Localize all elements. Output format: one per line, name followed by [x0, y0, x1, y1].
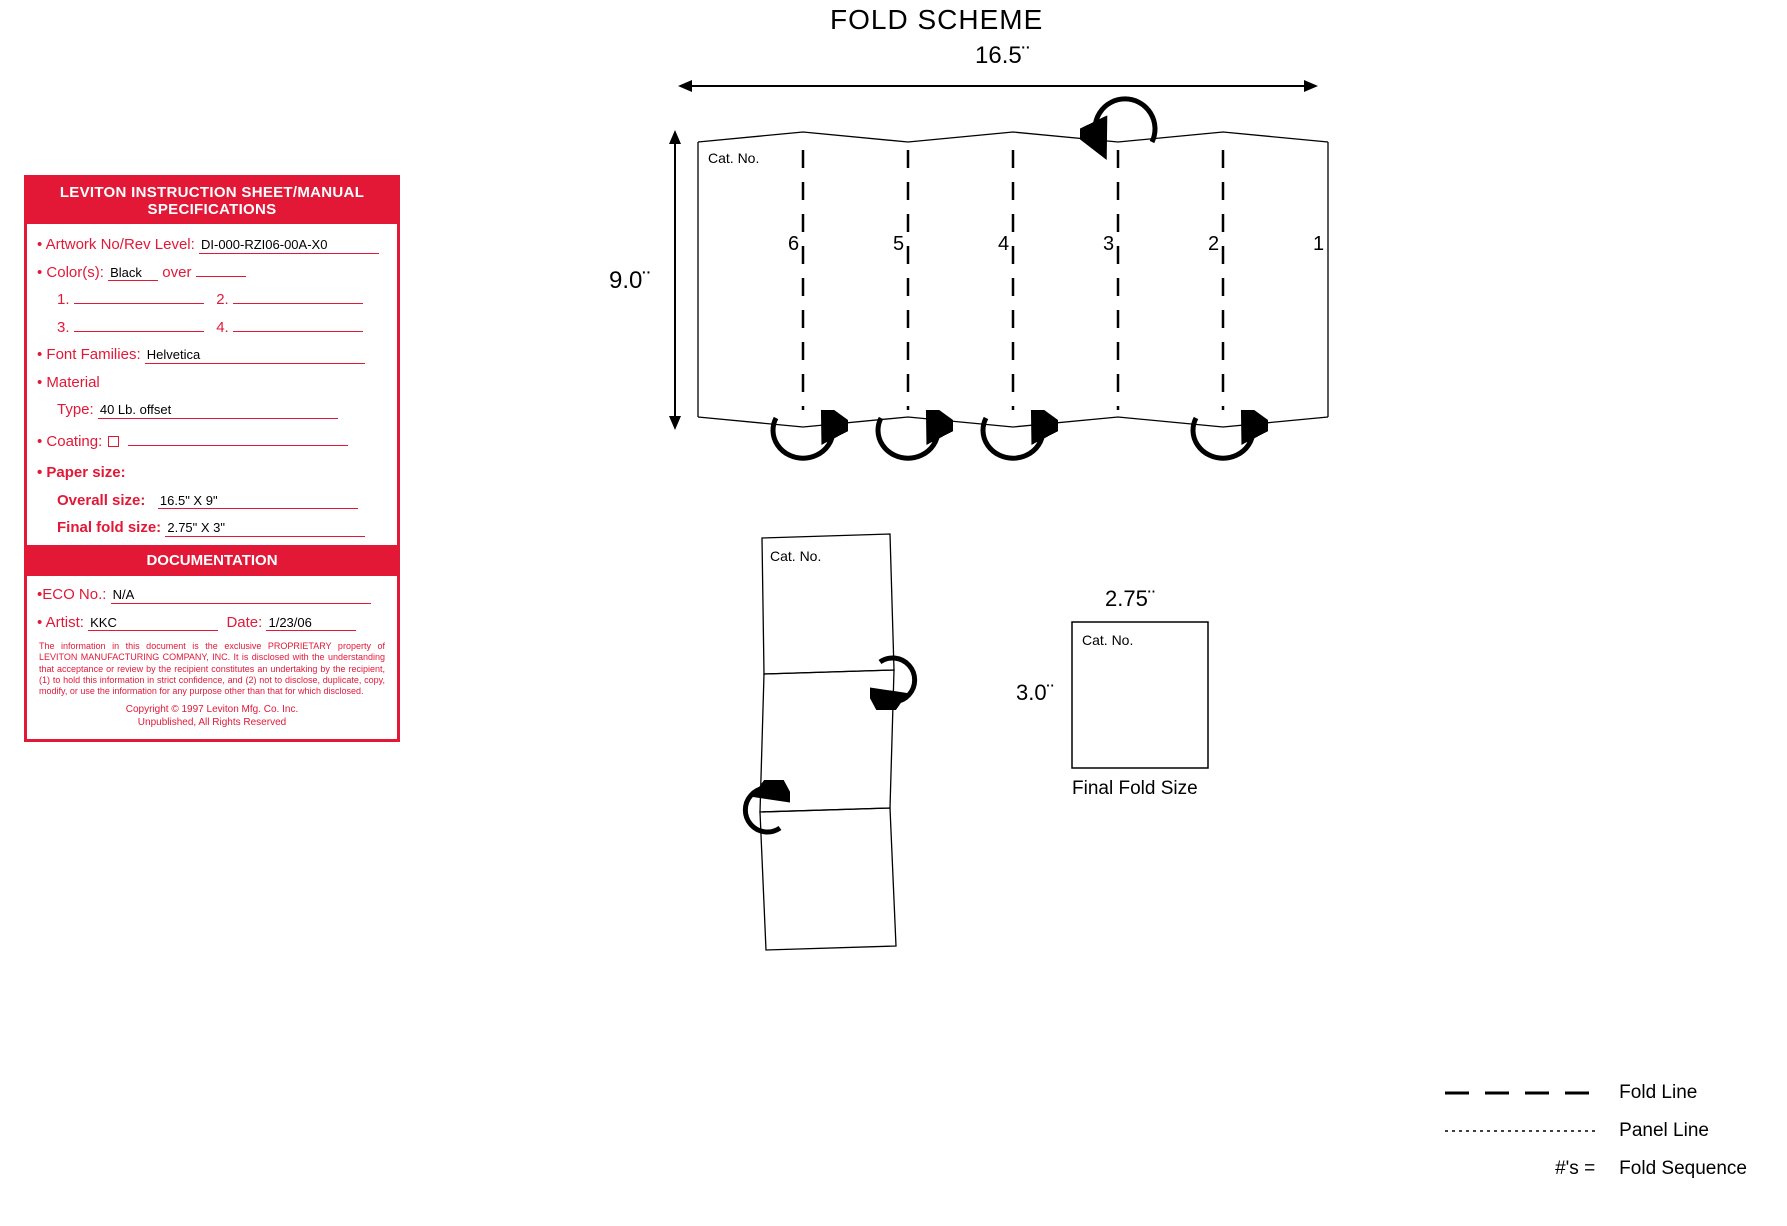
eco-label: •ECO No.:: [37, 586, 106, 603]
panel-4: 4: [998, 233, 1009, 256]
coating-value: [128, 445, 348, 446]
panel-line-swatch: [1445, 1126, 1595, 1136]
artwork-label: • Artwork No/Rev Level:: [37, 236, 195, 253]
color-label: • Color(s):: [37, 264, 104, 281]
color-row: • Color(s): Black over: [37, 260, 387, 286]
legend: Fold Line Panel Line #'s = Fold Sequence: [1445, 1082, 1747, 1196]
over-value: [196, 276, 246, 277]
height-arrow: [665, 130, 685, 430]
c4: [233, 331, 363, 332]
dim-height: 9.0¨: [609, 267, 650, 295]
overall-row: Overall size: 16.5" X 9": [57, 488, 387, 514]
panel-1: 1: [1313, 233, 1324, 256]
fine-print: The information in this document is the …: [37, 637, 387, 699]
eco-value: N/A: [111, 587, 371, 604]
over-label: over: [162, 264, 191, 281]
artist-value: KKC: [88, 615, 218, 632]
artwork-row: • Artwork No/Rev Level: DI-000-RZI06-00A…: [37, 232, 387, 258]
curl-b4: [1178, 410, 1268, 470]
artist-label: • Artist:: [37, 614, 84, 631]
catno-intermediate: Cat. No.: [770, 548, 821, 564]
colors-grid-2: 3. 4.: [57, 315, 387, 341]
catno-main: Cat. No.: [708, 150, 759, 166]
material-label: • Material: [37, 374, 100, 391]
legend-seq-text: Fold Sequence: [1619, 1158, 1747, 1180]
copyright: Copyright © 1997 Leviton Mfg. Co. Inc. U…: [37, 699, 387, 735]
curl-mid-l: [730, 780, 790, 840]
curl-top: [1080, 92, 1170, 162]
overall-label: Overall size:: [57, 492, 145, 509]
curl-mid-r: [870, 650, 930, 710]
final-fold-label: Final Fold Size: [1072, 778, 1198, 800]
c2: [233, 303, 363, 304]
n3: 3.: [57, 319, 70, 336]
panel-6: 6: [788, 233, 799, 256]
doc-header: DOCUMENTATION: [27, 545, 397, 577]
copyright-1: Copyright © 1997 Leviton Mfg. Co. Inc.: [126, 704, 298, 715]
color-value: Black: [108, 265, 158, 282]
spec-body: • Artwork No/Rev Level: DI-000-RZI06-00A…: [27, 224, 397, 739]
legend-panel-text: Panel Line: [1619, 1120, 1709, 1142]
legend-fold-line: Fold Line: [1445, 1082, 1747, 1104]
curl-b2: [863, 410, 953, 470]
type-row: Type: 40 Lb. offset: [57, 397, 387, 423]
colors-grid-1: 1. 2.: [57, 287, 387, 313]
curl-b1: [758, 410, 848, 470]
legend-seq-label: #'s =: [1445, 1158, 1595, 1180]
panel-2: 2: [1208, 233, 1219, 256]
spec-header: LEVITON INSTRUCTION SHEET/MANUAL SPECIFI…: [27, 178, 397, 224]
n1: 1.: [57, 291, 70, 308]
coating-row: • Coating:: [37, 429, 387, 455]
date-label: Date:: [226, 614, 262, 631]
c3: [74, 331, 204, 332]
curl-b3: [968, 410, 1058, 470]
type-label: Type:: [57, 401, 94, 418]
width-arrow: [678, 76, 1318, 96]
legend-fold-text: Fold Line: [1619, 1082, 1697, 1104]
coating-label: • Coating:: [37, 433, 102, 450]
type-value: 40 Lb. offset: [98, 402, 338, 419]
overall-value: 16.5" X 9": [158, 493, 358, 510]
material-row: • Material: [37, 370, 387, 396]
finalfold-label: Final fold size:: [57, 519, 161, 536]
c1: [74, 303, 204, 304]
fold-line-swatch: [1445, 1088, 1595, 1098]
artwork-value: DI-000-RZI06-00A-X0: [199, 237, 379, 254]
artist-row: • Artist: KKC Date: 1/23/06: [37, 610, 387, 636]
legend-panel-line: Panel Line: [1445, 1120, 1747, 1142]
n4: 4.: [216, 319, 229, 336]
finalfold-row: Final fold size: 2.75" X 3": [57, 515, 387, 541]
coating-checkbox: [108, 436, 119, 447]
dim-final-h: 3.0¨: [1016, 680, 1054, 706]
dim-width: 16.5¨: [975, 42, 1030, 70]
intermediate-fold: [750, 530, 920, 960]
n2: 2.: [216, 291, 229, 308]
font-value: Helvetica: [145, 347, 365, 364]
catno-final: Cat. No.: [1082, 632, 1133, 648]
spec-box: LEVITON INSTRUCTION SHEET/MANUAL SPECIFI…: [24, 175, 400, 742]
font-label: • Font Families:: [37, 346, 141, 363]
panel-3: 3: [1103, 233, 1114, 256]
panel-5: 5: [893, 233, 904, 256]
fold-scheme-title: FOLD SCHEME: [830, 4, 1043, 36]
dim-final-w: 2.75¨: [1105, 586, 1155, 612]
copyright-2: Unpublished, All Rights Reserved: [138, 717, 286, 728]
legend-seq: #'s = Fold Sequence: [1445, 1158, 1747, 1180]
finalfold-value: 2.75" X 3": [165, 520, 365, 537]
date-value: 1/23/06: [266, 615, 356, 632]
font-row: • Font Families: Helvetica: [37, 342, 387, 368]
paper-label: • Paper size:: [37, 460, 387, 486]
eco-row: •ECO No.: N/A: [37, 582, 387, 608]
